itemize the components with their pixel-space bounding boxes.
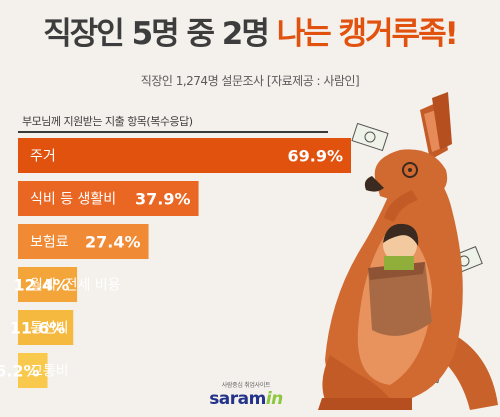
- kangaroo-illustration: [318, 92, 498, 410]
- bar-value-3: 27.4%: [85, 233, 141, 252]
- bar-label-5: 통신비: [30, 321, 69, 337]
- logo-accent-text: in: [265, 389, 283, 409]
- axis-label: 부모님께 지원받는 지출 항목(복수응답): [22, 115, 193, 128]
- bar-1: [18, 138, 351, 173]
- bar-value-6: 6.2%: [0, 362, 40, 381]
- money-bill-icon: [351, 122, 389, 152]
- bar-value-5: 11.6%: [10, 319, 66, 338]
- bar-label-4: 월세, 전세 비용: [30, 278, 121, 294]
- bar-label-2: 식비 등 생활비: [30, 192, 116, 208]
- bar-3: [18, 224, 149, 259]
- bar-label-3: 보험료: [30, 235, 69, 251]
- bar-label-6: 교통비: [30, 364, 69, 380]
- chart-title: 직장인 5명 중 2명 나는 캥거루족!: [0, 8, 500, 53]
- bar-value-4: 12.4%: [14, 276, 70, 295]
- title-part2: 나는 캥거루족!: [276, 16, 459, 52]
- bar-4: [18, 267, 78, 302]
- logo-tagline: 사람중심 취업사이트: [221, 382, 271, 389]
- bar-series: 주거 69.9% 식비 등 생활비 37.9% 보험료 27.4% 월세, 전세 비용12.…: [0, 138, 351, 388]
- title-part1: 직장인 5명 중 2명: [43, 16, 270, 52]
- bar-value-2: 37.9%: [135, 190, 191, 209]
- bar-6: [18, 353, 48, 388]
- saramin-logo: saramin: [196, 389, 296, 409]
- bar-value-1: 69.9%: [287, 147, 343, 166]
- bar-5: [18, 310, 74, 345]
- logo-main-text: saram: [209, 389, 266, 409]
- bar-2: [18, 181, 199, 216]
- axis-line: [18, 131, 328, 133]
- bar-label-1: 주거: [30, 149, 56, 165]
- chart-subtitle: 직장인 1,274명 설문조사 [자료제공 : 사람인]: [140, 74, 360, 88]
